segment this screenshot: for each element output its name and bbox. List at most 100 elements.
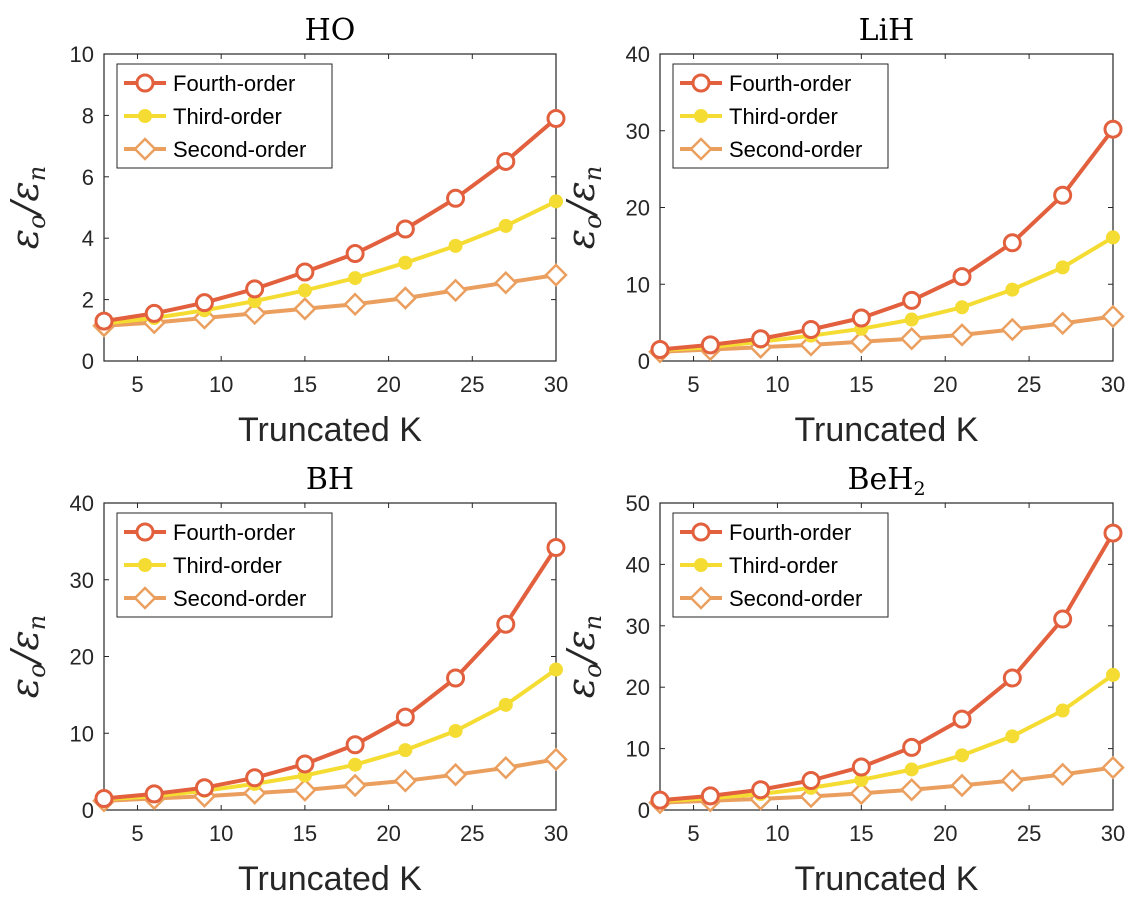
legend-label: Second-order: [729, 137, 862, 162]
data-point: [133, 586, 157, 610]
data-point: [1053, 185, 1073, 205]
x-axis-label: Truncated K: [238, 411, 422, 449]
legend-label: Fourth-order: [729, 520, 851, 545]
data-point: [343, 773, 367, 798]
y-tick-label: 30: [626, 614, 650, 639]
y-label-subscript: n: [579, 615, 607, 630]
data-point: [448, 238, 463, 253]
data-point: [498, 697, 513, 712]
data-point: [549, 662, 563, 677]
y-tick-label: 0: [82, 349, 94, 374]
y-label-symbol: ε: [559, 181, 603, 201]
series-line: [659, 314, 1114, 354]
data-point: [751, 780, 771, 800]
x-tick-label: 10: [765, 372, 789, 397]
series-line: [103, 116, 558, 324]
legend-entry: Fourth-order: [124, 520, 295, 545]
y-tick-label: 6: [82, 165, 94, 190]
data-point: [1055, 260, 1070, 275]
chart-panel-4: BeH2 0 10 20 30 40 50 5 10 15 20 25 30 Truncated K εo/…: [559, 462, 1125, 898]
legend: Fourth-order Third-order Second-order: [672, 512, 889, 618]
series-line: [103, 199, 557, 326]
data-point: [144, 784, 164, 804]
data-point: [700, 335, 720, 355]
data-point: [1055, 703, 1070, 718]
series-line: [103, 667, 558, 802]
x-tick-label: 25: [1017, 372, 1041, 397]
y-tick-label: 0: [638, 349, 650, 374]
series-line: [659, 235, 1115, 353]
legend-label: Third-order: [729, 553, 838, 578]
legend-entry: Fourth-order: [680, 71, 851, 96]
data-point: [138, 109, 152, 123]
y-axis-label: εo/εn: [559, 615, 607, 699]
data-point: [1101, 304, 1125, 329]
y-tick-label: 40: [626, 552, 650, 577]
series-line: [103, 273, 557, 328]
data-point: [245, 768, 265, 788]
legend-entry: Fourth-order: [680, 520, 851, 545]
data-point: [751, 329, 771, 349]
legend-label: Third-order: [729, 104, 838, 129]
series-line: [659, 532, 1115, 803]
data-point: [851, 757, 871, 777]
data-point: [144, 303, 164, 323]
data-point: [94, 788, 114, 808]
data-point: [544, 747, 568, 772]
x-axis-label: Truncated K: [238, 860, 422, 898]
x-tick-label: 20: [933, 821, 957, 846]
x-axis-label: Truncated K: [795, 860, 979, 898]
legend-label: Fourth-order: [729, 71, 851, 96]
data-point: [899, 326, 924, 351]
legend-entry: Second-order: [680, 137, 862, 162]
y-tick-label: 50: [626, 491, 650, 516]
data-point: [650, 790, 670, 810]
data-point: [494, 270, 518, 295]
data-point: [801, 771, 821, 791]
data-point: [650, 339, 670, 359]
y-axis-label: εo/εn: [3, 166, 51, 250]
data-point: [496, 151, 516, 171]
legend: Fourth-order Third-order Second-order: [672, 63, 889, 169]
legend-label: Fourth-order: [173, 520, 295, 545]
data-point: [1053, 609, 1073, 629]
legend: Fourth-order Third-order Second-order: [116, 512, 333, 618]
data-point: [950, 323, 974, 347]
data-point: [902, 290, 922, 310]
data-point: [395, 219, 415, 239]
data-point: [694, 109, 708, 123]
x-tick-label: 20: [376, 372, 400, 397]
series-fourth-order: [94, 108, 566, 331]
y-label-subscript: o: [579, 663, 607, 677]
legend-entry: Second-order: [124, 586, 306, 611]
y-label-slash: /: [559, 198, 603, 218]
data-point: [952, 267, 972, 287]
series-line: [659, 765, 1114, 805]
y-tick-label: 0: [82, 798, 94, 823]
data-point: [448, 723, 463, 738]
y-tick-label: 0: [638, 798, 650, 823]
series-line: [659, 127, 1115, 352]
data-point: [498, 218, 513, 233]
x-axis-label: Truncated K: [795, 411, 979, 449]
y-tick-label: 2: [82, 288, 94, 313]
data-point: [1106, 230, 1120, 245]
data-point: [904, 312, 919, 327]
x-tick-label: 25: [460, 372, 484, 397]
data-point: [1005, 282, 1020, 297]
y-axis-label: εo/εn: [3, 615, 51, 699]
data-point: [689, 137, 713, 161]
y-tick-label: 20: [70, 645, 94, 670]
legend-label: Second-order: [729, 586, 862, 611]
y-label-symbol: ε: [3, 229, 47, 249]
chart-title: BeH2: [847, 462, 925, 500]
series-fourth-order: [650, 523, 1123, 810]
series-line: [103, 546, 558, 801]
y-tick-label: 30: [626, 119, 650, 144]
x-tick-label: 5: [131, 372, 143, 397]
legend-entry: Second-order: [124, 137, 306, 162]
data-point: [496, 614, 516, 634]
x-tick-label: 15: [293, 372, 317, 397]
